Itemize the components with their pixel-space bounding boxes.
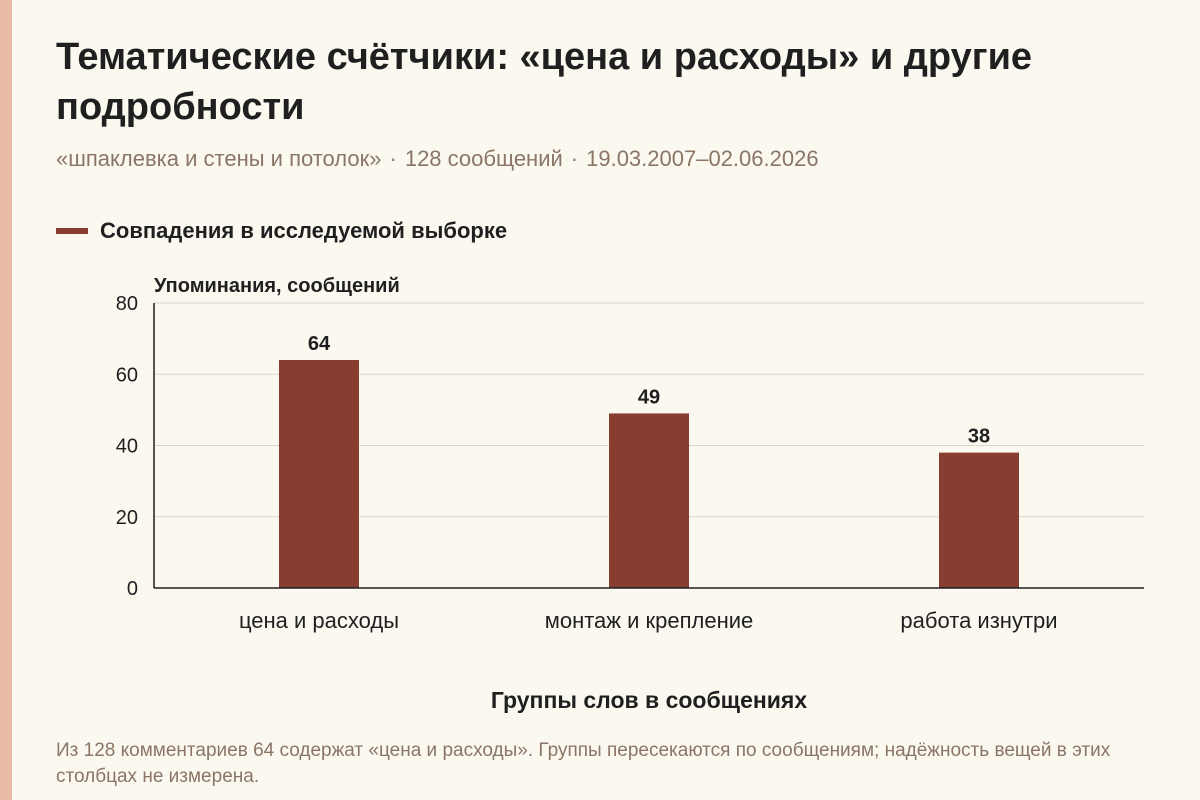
y-tick-label: 0: [127, 578, 138, 600]
y-axis-ticks: 0 20 40 60 80: [116, 293, 138, 600]
chart-title: Тематические счётчики: «цена и расходы» …: [56, 36, 1033, 128]
y-tick-label: 20: [116, 507, 138, 529]
y-tick-label: 40: [116, 436, 138, 458]
subtitle-separator: ·: [389, 146, 397, 171]
bar-value-label: 64: [308, 333, 331, 355]
subtitle-count: 128 сообщений: [404, 146, 563, 171]
subtitle-separator: ·: [570, 146, 579, 171]
x-category-label: работа изнутри: [900, 608, 1057, 633]
bar: [939, 452, 1019, 588]
bar-value-label: 38: [968, 426, 990, 448]
x-axis-title: Группы слов в сообщениях: [491, 687, 807, 713]
bar: [609, 413, 689, 588]
chart-subtitle: «шпаклевка и стены и потолок» · 128 сообще…: [56, 146, 819, 172]
x-category-label: монтаж и крепление: [545, 608, 754, 633]
bar-value-labels: 64 49 38: [308, 333, 990, 448]
y-axis-title: Упоминания, сообщений: [154, 275, 400, 297]
y-tick-label: 60: [116, 364, 138, 386]
legend-swatch: [56, 228, 88, 234]
chart-legend: Совпадения в исследуемой выборке: [56, 218, 507, 244]
subtitle-query: «шпаклевка и стены и потолок»: [56, 146, 382, 171]
legend-label: Совпадения в исследуемой выборке: [100, 218, 508, 243]
accent-strip: [0, 0, 12, 800]
y-tick-label: 80: [116, 293, 138, 315]
footnote: Из 128 комментариев 64 содержат «цена и …: [56, 740, 1111, 787]
bar-value-label: 49: [638, 386, 660, 408]
x-axis-categories: цена и расходы монтаж и крепление работа и…: [239, 608, 1058, 633]
subtitle-date-range: 19.03.2007–02.06.2026: [586, 146, 819, 171]
bar: [279, 360, 359, 588]
bars: [279, 360, 1019, 588]
x-category-label: цена и расходы: [239, 608, 399, 633]
